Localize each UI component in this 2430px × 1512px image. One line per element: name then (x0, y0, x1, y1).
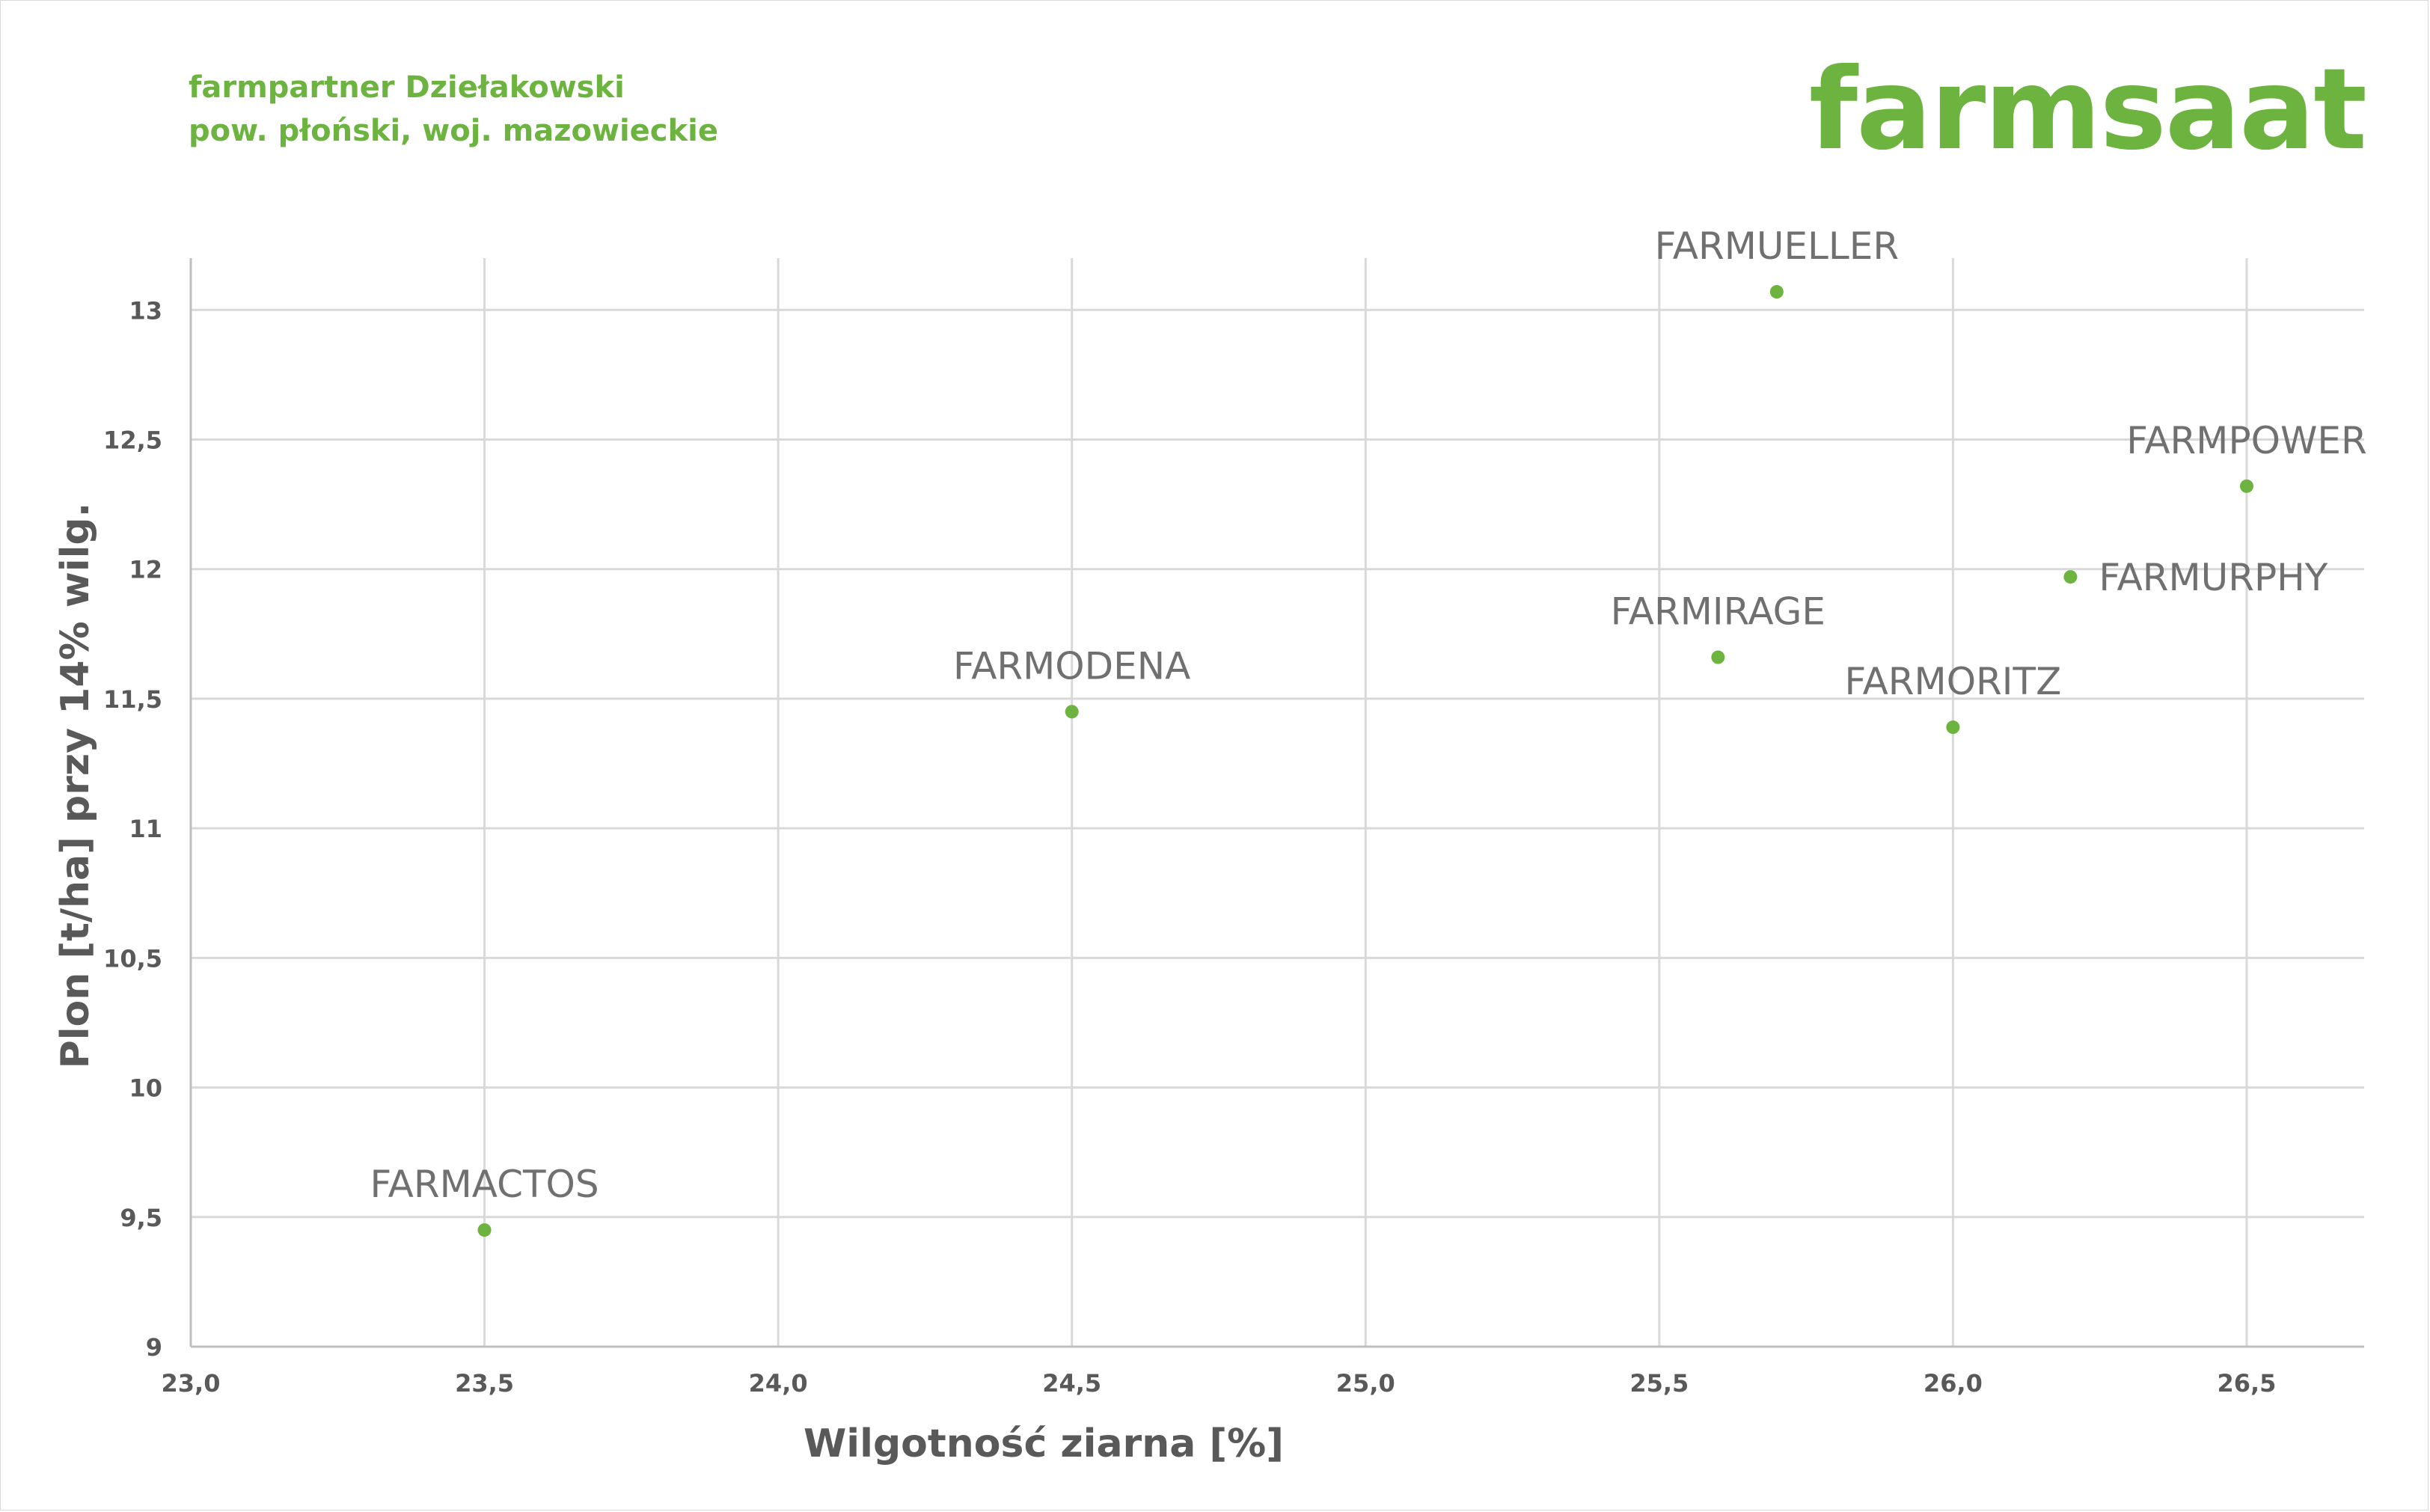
data-label: FARMACTOS (370, 1163, 599, 1206)
data-label: FARMORITZ (1844, 660, 2061, 703)
x-tick-label: 25,5 (1629, 1369, 1689, 1398)
x-tick-label: 24,0 (749, 1369, 808, 1398)
y-tick-label: 9,5 (120, 1204, 162, 1232)
x-tick-label: 24,5 (1042, 1369, 1101, 1398)
chart-header: farmpartner Dziełakowski pow. płoński, w… (189, 66, 718, 153)
axes (189, 258, 2364, 1348)
data-point (477, 1223, 492, 1237)
y-tick-label: 10,5 (103, 944, 162, 973)
data-point (2239, 479, 2253, 493)
data-point (1946, 720, 1960, 735)
y-axis-title: Plon [t/ha] przy 14% wilg. (53, 503, 98, 1069)
data-label: FARMPOWER (2126, 419, 2367, 462)
header-line-2: pow. płoński, woj. mazowieckie (189, 114, 718, 148)
x-tick-label: 23,5 (455, 1369, 514, 1398)
y-tick-label: 12 (129, 556, 162, 584)
y-tick-label: 12,5 (103, 426, 162, 455)
header-line-1: farmpartner Dziełakowski (189, 70, 625, 105)
x-axis-title: Wilgotność ziarna [%] (804, 1421, 1284, 1466)
data-point (1065, 705, 1079, 719)
data-label: FARMUELLER (1655, 224, 1900, 268)
data-point (2063, 570, 2078, 584)
tick-labels: 9 9,5 10 10,5 11 11,5 12 12,5 13 23,0 23,5 24,0 24,5… (103, 296, 2276, 1398)
x-tick-label: 26,5 (2217, 1369, 2276, 1398)
x-tick-label: 26,0 (1924, 1369, 1983, 1398)
data-points (477, 285, 2253, 1237)
farmsaat-logo: farmsaat (1808, 45, 2367, 175)
grid-lines (191, 258, 2364, 1347)
x-tick-label: 23,0 (162, 1369, 221, 1398)
data-labels: FARMACTOS FARMODENA FARMIRAGE FARMUELLER FAR… (370, 224, 2366, 1206)
data-label: FARMODENA (953, 644, 1190, 688)
data-point (1711, 650, 1725, 664)
y-tick-label: 13 (129, 296, 162, 325)
y-tick-label: 11,5 (103, 685, 162, 714)
data-label: FARMURPHY (2099, 556, 2328, 599)
data-label: FARMIRAGE (1611, 590, 1825, 634)
y-tick-label: 11 (129, 815, 162, 843)
y-tick-label: 9 (146, 1333, 162, 1362)
data-point (1769, 285, 1784, 299)
y-tick-label: 10 (129, 1074, 162, 1103)
x-tick-label: 25,0 (1336, 1369, 1395, 1398)
